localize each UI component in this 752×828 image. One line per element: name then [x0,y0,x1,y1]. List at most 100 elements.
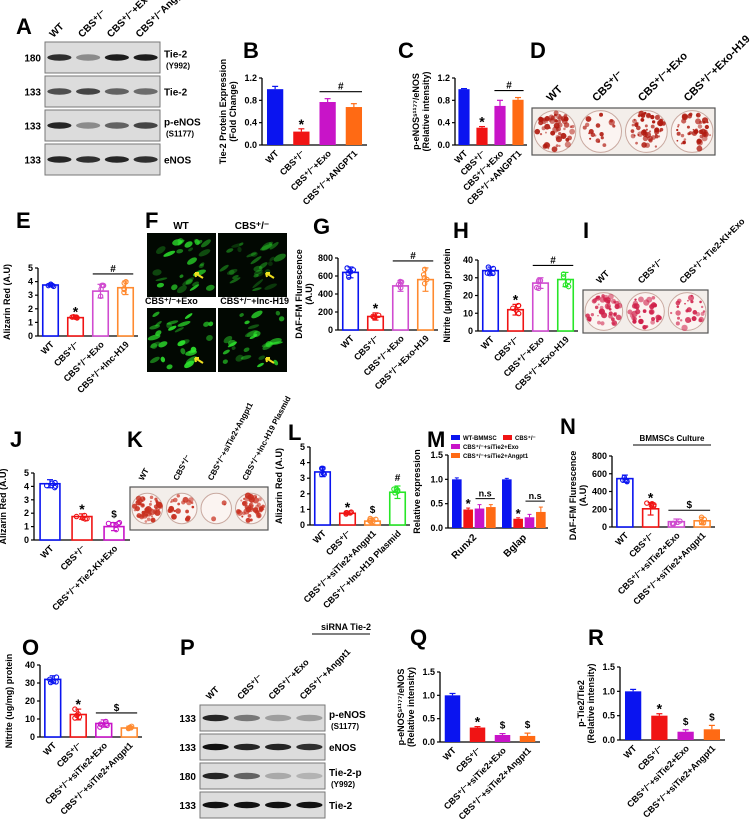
cell [250,251,258,257]
mineral-stain [699,120,703,125]
protein-band [76,88,101,95]
cell [253,330,261,338]
blot-header: siRNA Tie-2 [321,622,371,632]
cell [160,356,166,363]
mineral-stain [683,138,687,141]
mineral-stain [644,130,647,133]
mineral-stain [701,135,708,142]
mineral-stain [240,499,243,502]
x-tick-label: WT [339,333,356,350]
significance-marker: * [373,300,379,316]
protein-band [202,801,229,809]
cell [237,246,242,253]
y-tick-label: 200 [318,307,333,317]
phospho-site-label: (Y992) [166,62,190,71]
mineral-stain [589,137,592,140]
bar [476,127,488,145]
mineral-stain [637,131,643,137]
mineral-stain [698,141,701,144]
well-label: CBS⁺/⁻ [172,453,193,482]
data-point [49,480,55,486]
significance-marker: $ [683,717,689,728]
data-point [624,478,630,485]
y-tick-label: 800 [592,451,607,461]
mineral-stain [612,124,616,128]
stained-wells-k: WT CBS⁺/⁻ CBS⁺/⁻+siTie2+Angpt1CBS⁺/⁻+lnc-H… [129,395,293,531]
cell [198,263,205,269]
panel-label-c: C [398,38,414,63]
y-tick-label: 2 [300,489,305,499]
phospho-site-label: (S1177) [166,130,194,139]
bar [458,89,470,145]
mineral-stain [585,116,592,122]
significance-marker: # [395,473,401,484]
mineral-stain [185,509,189,514]
protein-band [76,122,101,129]
cell [246,330,257,338]
mineral-stain [654,145,658,148]
y-tick-label: 5 [24,468,29,478]
mineral-stain [690,300,694,304]
mineral-stain [650,302,657,308]
data-point [621,474,628,481]
y-tick-label: 800 [318,253,333,263]
arrow-icon [194,357,204,364]
cell [192,281,200,287]
mineral-stain [630,129,635,133]
cell [223,335,233,344]
y-tick-label: 1.0 [430,474,443,484]
y-tick-label: 0 [24,535,29,545]
mineral-stain [182,496,189,503]
data-point [121,285,127,292]
micrograph [218,233,287,297]
protein-band [296,801,323,809]
protein-band [233,801,260,809]
lane-label: WT [48,21,67,40]
data-point [565,283,572,290]
mineral-stain [558,131,562,136]
cell [185,279,193,285]
bar [481,269,500,332]
cell [256,272,264,277]
cell [176,285,187,294]
mineral-stain [644,124,648,128]
panel-label-i: I [583,218,589,243]
bar [616,477,634,528]
tile-label: CBS⁺/⁻ [235,221,269,232]
cell [261,242,273,251]
mineral-stain [680,133,685,138]
mineral-stain [635,309,641,315]
x-tick-label: WT [264,148,281,165]
molecular-weight-label: 133 [179,743,196,754]
cell [156,246,166,255]
data-point [53,679,59,685]
data-point [73,513,80,520]
mineral-stain [602,143,607,148]
bar [66,316,85,337]
cell [227,341,238,348]
bar [703,729,721,740]
data-point [72,314,79,320]
x-tick-label: WT [311,528,328,545]
mineral-stain [698,316,704,323]
x-tick-label: CBS⁺/⁻+Tie2-KI+Exo [50,543,120,613]
bar [494,735,511,742]
panel-label-p: P [180,635,195,660]
data-point [72,706,78,712]
mineral-stain [541,126,546,131]
mineral-stain [141,503,145,507]
y-tick-label: 5 [28,263,33,273]
lane-label: WT [204,684,221,701]
significance-marker: * [76,696,82,712]
mineral-stain [546,120,549,123]
data-point [421,280,428,287]
mineral-stain [697,124,703,129]
mineral-stain [597,303,600,306]
mineral-stain [685,316,692,324]
arrow-icon [194,272,204,279]
mineral-stain [558,144,561,147]
cell [147,334,161,341]
mineral-stain [588,319,592,322]
